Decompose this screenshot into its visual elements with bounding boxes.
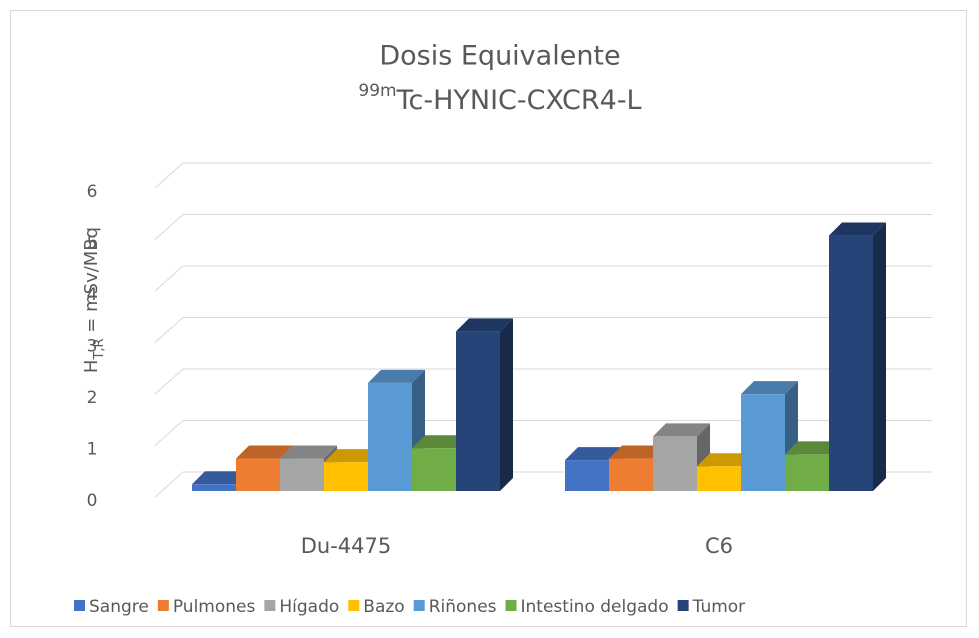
y-tick-label: 2 <box>87 388 98 408</box>
bar-top <box>456 318 513 332</box>
legend-marker <box>413 600 425 611</box>
legend-label: Tumor <box>692 597 746 617</box>
legend-label: Hígado <box>279 597 339 617</box>
y-tick-label: 3 <box>87 337 98 357</box>
subtitle-text: Tc-HYNIC-CXCR4-L <box>396 85 642 116</box>
bar-top <box>280 445 337 459</box>
y-tick-label: 6 <box>87 182 98 202</box>
bar-front <box>412 448 456 491</box>
bar-top <box>324 449 381 463</box>
bar-front <box>236 458 280 491</box>
bar-front <box>697 466 741 491</box>
legend-label: Intestino delgado <box>521 597 669 617</box>
bar-top <box>412 435 469 449</box>
bar-front <box>368 382 412 491</box>
grid-line <box>154 317 932 343</box>
legend-label: Riñones <box>429 597 497 617</box>
bar-front <box>653 436 697 491</box>
grid-line <box>154 214 932 240</box>
bar-front <box>829 235 873 491</box>
chart-subtitle: 99mTc-HYNIC-CXCR4-L <box>358 81 641 116</box>
bar-top <box>609 445 666 459</box>
y-label-sub: T,R <box>92 338 107 360</box>
bar-side <box>873 222 886 491</box>
subtitle-sup: 99m <box>358 81 396 101</box>
legend-marker <box>677 600 689 611</box>
grid-line <box>154 162 932 189</box>
y-axis-label: HT,R = mSv/MBq <box>81 227 107 373</box>
grid-line <box>154 420 932 446</box>
legend-marker <box>264 600 276 611</box>
bar-top <box>236 445 293 459</box>
bar-top <box>653 423 710 437</box>
y-tick-label: 0 <box>87 491 98 511</box>
x-tick-label: Du-4475 <box>301 534 392 558</box>
grid-line <box>154 265 932 292</box>
bar-top <box>741 381 798 395</box>
legend-label: Sangre <box>89 597 149 617</box>
legend-marker <box>157 600 169 611</box>
y-tick-label: 5 <box>87 234 98 254</box>
legend-marker <box>505 600 517 611</box>
x-tick-label: C6 <box>705 534 733 558</box>
bar-front <box>324 462 368 491</box>
legend-marker <box>74 600 85 611</box>
bar <box>741 381 798 491</box>
bar <box>456 318 513 491</box>
bar-side <box>500 318 513 491</box>
bar-top <box>368 369 425 383</box>
legend-marker <box>348 600 360 611</box>
bar-front <box>609 458 653 491</box>
bar-top <box>697 453 754 467</box>
y-label-main: H <box>81 360 102 374</box>
bar-front <box>785 454 829 491</box>
y-tick-label: 1 <box>87 440 98 460</box>
bar-front <box>192 484 236 491</box>
bar-front <box>280 458 324 491</box>
bar-top <box>829 222 886 236</box>
grid-line <box>154 368 932 395</box>
bar-top <box>565 447 622 461</box>
bar-front <box>456 331 500 491</box>
bar-front <box>565 460 609 491</box>
bar-front <box>741 394 785 491</box>
y-tick-label: 4 <box>87 285 98 305</box>
chart-title: Dosis Equivalente <box>379 41 620 72</box>
legend-label: Pulmones <box>173 597 256 617</box>
bar-top <box>192 471 249 485</box>
bar <box>653 423 710 491</box>
legend-label: Bazo <box>363 597 404 617</box>
bar-top <box>785 441 842 455</box>
y-label-rest: = mSv/MBq <box>81 227 102 339</box>
bar <box>829 222 886 491</box>
